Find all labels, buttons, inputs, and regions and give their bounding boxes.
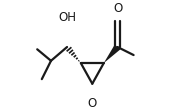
Text: O: O bbox=[88, 97, 97, 111]
Polygon shape bbox=[104, 45, 120, 63]
Text: OH: OH bbox=[58, 11, 76, 24]
Text: O: O bbox=[113, 2, 122, 15]
